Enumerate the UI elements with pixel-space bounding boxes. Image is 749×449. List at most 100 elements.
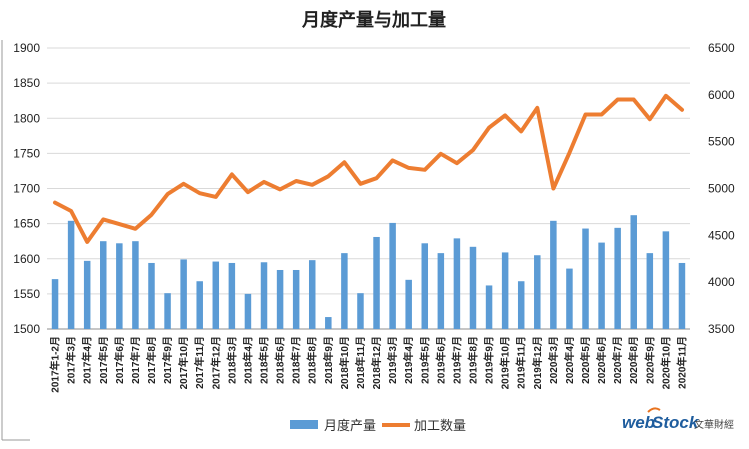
x-tick-label: 2017年4月 — [81, 336, 94, 384]
right-axis-ticks: 3500 4000 4500 5000 5500 6000 6500 — [708, 41, 735, 336]
x-tick-label: 2019年3月 — [386, 336, 399, 384]
left-axis-ticks: 1500 1550 1600 1650 1700 1750 1800 1850 1900 — [13, 41, 40, 336]
bar — [373, 236, 380, 329]
logo-swoosh-icon — [647, 407, 661, 413]
bar — [453, 238, 461, 329]
right-axis-tick-label: 6500 — [708, 41, 735, 55]
x-tick-label: 2020年5月 — [579, 336, 592, 384]
right-axis-tick-label: 6000 — [708, 88, 735, 102]
bar — [260, 262, 268, 329]
x-tick-label: 2018年6月 — [274, 336, 287, 384]
x-tick-label: 2020年4月 — [563, 336, 576, 384]
x-tick-label: 2017年9月 — [161, 336, 174, 384]
bar — [485, 285, 493, 329]
x-tick-label: 2017年8月 — [145, 336, 158, 384]
bar — [534, 255, 541, 329]
x-tick-label: 2020年7月 — [611, 336, 624, 384]
logo-text-stock: Stock — [652, 413, 700, 432]
left-axis-tick-label: 1600 — [13, 252, 40, 266]
legend-label-processing: 加工数量 — [414, 418, 466, 433]
bar — [437, 253, 445, 329]
legend: 月度产量 加工数量 — [290, 418, 466, 433]
x-tick-label: 2018年5月 — [258, 336, 271, 384]
left-axis-tick-label: 1500 — [13, 322, 40, 336]
x-tick-label: 2020年8月 — [627, 336, 640, 384]
x-tick-label: 2019年5月 — [418, 336, 431, 384]
bar — [180, 259, 187, 329]
bar — [100, 241, 107, 329]
x-tick-label: 2019年8月 — [466, 336, 479, 384]
x-tick-label: 2019年12月 — [531, 336, 544, 389]
x-tick-label: 2017年6月 — [113, 336, 126, 384]
bar — [662, 231, 670, 329]
x-tick-label: 2020年3月 — [547, 336, 560, 384]
legend-swatch-output — [290, 420, 318, 429]
x-tick-label: 2017年1-2月 — [49, 336, 62, 393]
left-axis-tick-label: 1800 — [13, 111, 40, 125]
bar — [517, 281, 525, 329]
bar — [566, 268, 573, 329]
bar — [405, 279, 412, 329]
x-tick-label: 2020年6月 — [595, 336, 608, 384]
x-tick-label: 2018年4月 — [241, 336, 254, 384]
bar — [582, 228, 589, 329]
bar — [196, 281, 203, 329]
x-tick-label: 2018年10月 — [338, 336, 351, 389]
x-tick-label: 2018年8月 — [306, 336, 319, 384]
bar — [148, 262, 155, 329]
bar — [164, 293, 171, 329]
bar — [501, 252, 509, 329]
x-tick-label: 2019年9月 — [483, 336, 496, 384]
x-tick-label: 2018年7月 — [290, 336, 303, 384]
bar — [228, 262, 236, 329]
bar — [421, 243, 429, 329]
left-axis-tick-label: 1900 — [13, 41, 40, 55]
bar — [51, 279, 59, 329]
bar — [614, 227, 621, 329]
bar — [308, 260, 316, 329]
left-axis-tick-label: 1550 — [13, 287, 40, 301]
bar — [598, 242, 605, 329]
bar — [212, 261, 220, 329]
x-tick-label: 2019年4月 — [402, 336, 415, 384]
x-tick-label: 2017年5月 — [97, 336, 110, 384]
x-tick-label: 2017年3月 — [65, 336, 78, 384]
right-axis-tick-label: 5000 — [708, 182, 735, 196]
left-axis-tick-label: 1700 — [13, 182, 40, 196]
bar-series — [51, 215, 686, 329]
bar — [83, 260, 91, 329]
x-axis-ticks: 2017年1-2月 2017年3月 2017年4月 2017年5月 2017年6月 201… — [49, 336, 689, 393]
x-tick-label: 2018年9月 — [322, 336, 335, 384]
right-axis-tick-label: 4000 — [708, 275, 735, 289]
x-tick-label: 2018年11月 — [354, 336, 367, 389]
x-tick-label: 2018年12月 — [370, 336, 383, 389]
bar — [341, 253, 348, 329]
right-axis-tick-label: 5500 — [708, 135, 735, 149]
legend-label-output: 月度产量 — [324, 418, 376, 433]
left-axis-tick-label: 1750 — [13, 146, 40, 160]
line-series — [53, 93, 684, 244]
bar — [292, 269, 300, 329]
bar — [550, 220, 557, 329]
bar — [678, 262, 686, 329]
x-tick-label: 2020年9月 — [643, 336, 656, 384]
x-tick-label: 2020年10月 — [659, 336, 672, 389]
bar — [276, 269, 284, 329]
bar — [132, 241, 139, 329]
bar — [389, 222, 396, 329]
series-line — [53, 93, 684, 244]
right-axis-tick-label: 4500 — [708, 228, 735, 242]
x-tick-label: 2019年7月 — [450, 336, 463, 384]
right-axis-tick-label: 3500 — [708, 322, 735, 336]
bar — [469, 246, 477, 329]
x-tick-label: 2019年11月 — [515, 336, 528, 389]
bar — [646, 253, 654, 329]
bar — [630, 215, 637, 329]
x-tick-label: 2017年7月 — [129, 336, 142, 384]
bar — [357, 293, 364, 329]
x-tick-label: 2017年11月 — [193, 336, 206, 389]
left-axis-tick-label: 1650 — [13, 217, 40, 231]
x-tick-label: 2019年10月 — [499, 336, 512, 389]
bar — [244, 293, 252, 329]
